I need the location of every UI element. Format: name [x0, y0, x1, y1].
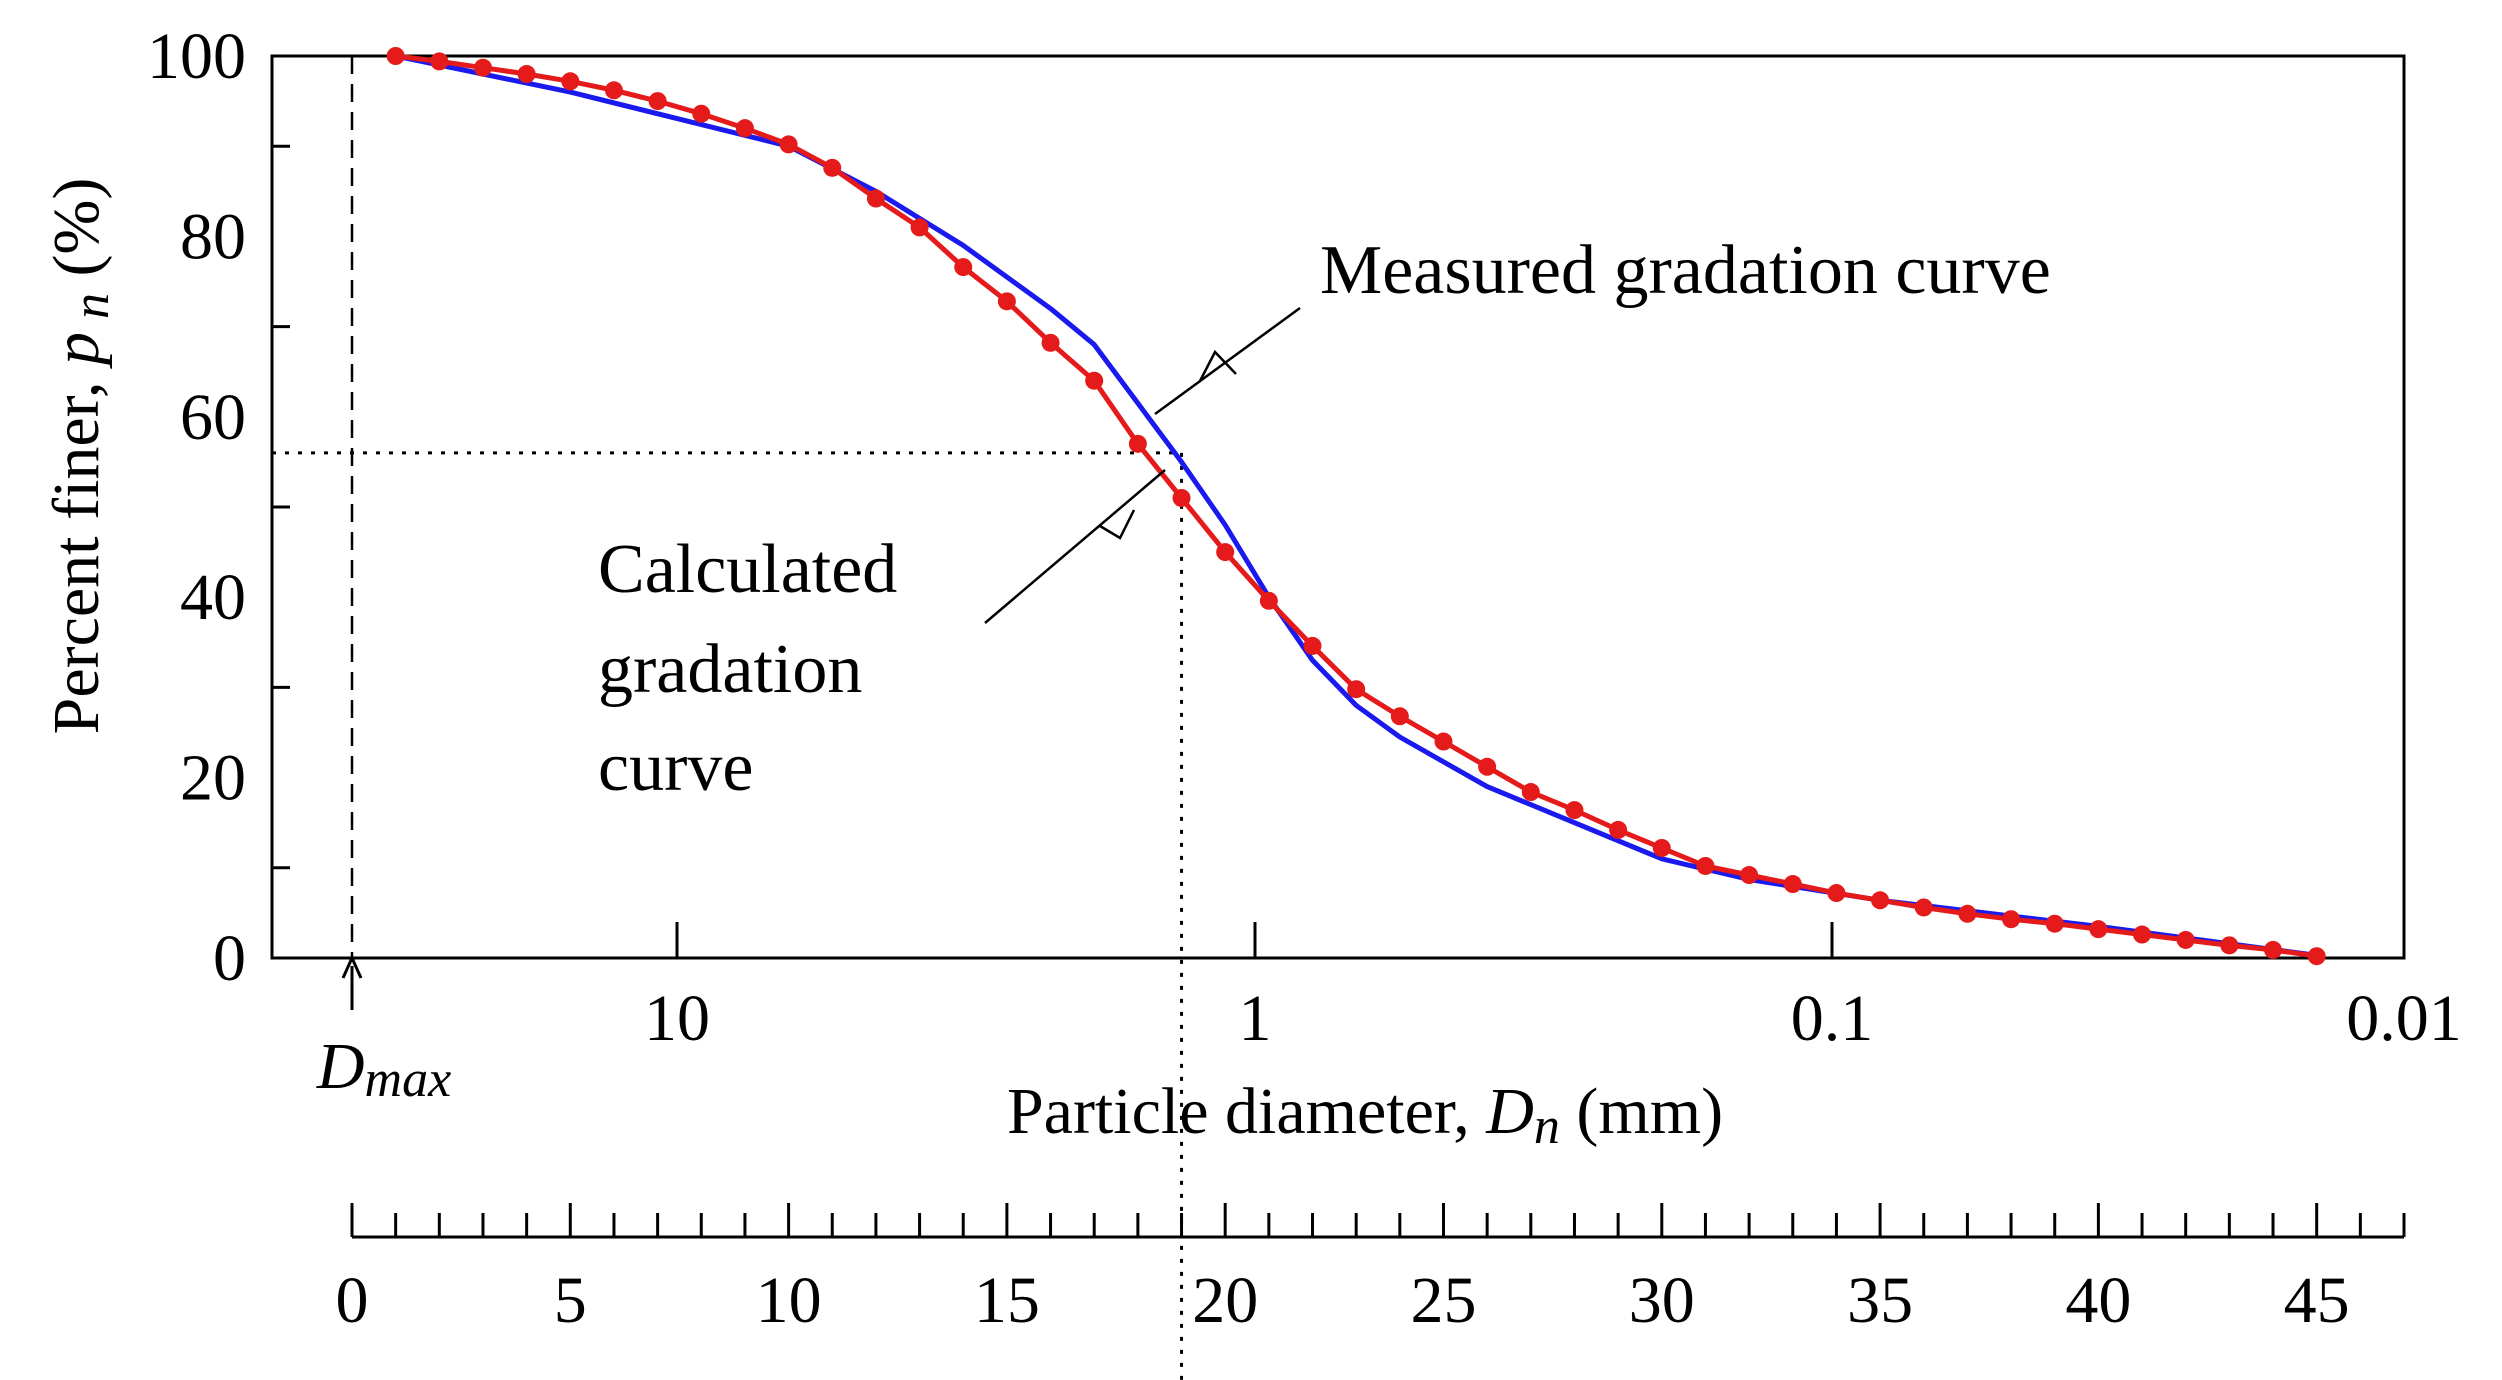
calculated-point	[1609, 820, 1628, 839]
y-tick-label: 60	[180, 381, 246, 454]
x-axis-title-part: D	[1485, 1075, 1534, 1148]
x-tick-label: 0.01	[2346, 982, 2462, 1055]
dmax-label: Dmax	[316, 1030, 451, 1108]
calculated-point	[1652, 838, 1671, 857]
index-tick-label: 30	[1629, 1264, 1695, 1337]
calculated-point	[2089, 920, 2108, 939]
calculated-leader-tick	[1099, 509, 1136, 540]
x-axis-title-part: n	[1534, 1098, 1560, 1155]
calculated-point	[866, 189, 885, 208]
calculated-point	[2045, 914, 2064, 933]
calculated-point	[779, 135, 798, 154]
index-tick-label: 5	[554, 1264, 587, 1337]
calculated-curve-line	[395, 53, 2318, 959]
dmax-arrow-head	[341, 954, 363, 979]
calculated-point	[1914, 898, 1933, 917]
y-tick-label: 100	[147, 20, 246, 93]
calculated-point	[1347, 680, 1366, 699]
calculated-point	[997, 292, 1016, 311]
calculated-point	[1783, 875, 1802, 894]
calculated-point	[1827, 884, 1846, 903]
calculated-point	[386, 47, 405, 65]
calculated-point	[473, 58, 492, 77]
calculated-point	[1085, 371, 1104, 390]
calculated-point	[2002, 910, 2021, 929]
calculated-point	[910, 218, 929, 237]
calculated-point	[2264, 940, 2283, 959]
measured-leader-line	[1154, 306, 1301, 416]
calculated-point	[692, 104, 711, 123]
calculated-point	[1259, 591, 1278, 610]
calculated-point	[1390, 707, 1409, 726]
index-tick-label: 10	[756, 1264, 822, 1337]
calculated-point	[1521, 783, 1540, 802]
calculated-point	[648, 92, 667, 111]
index-tick-label: 45	[2284, 1264, 2350, 1337]
y-axis-title-part: p	[40, 332, 113, 369]
index-tick-label: 25	[1410, 1264, 1476, 1337]
calculated-point	[1041, 333, 1060, 352]
y-axis-title-part: Percent finer,	[40, 365, 113, 734]
calculated-point	[1478, 757, 1497, 776]
x-tick-label: 10	[644, 982, 710, 1055]
x-axis-title-part: (mm)	[1560, 1075, 1723, 1148]
calculated-point	[1565, 801, 1584, 820]
x-tick-label: 0.1	[1791, 982, 1874, 1055]
index-tick-label: 35	[1847, 1264, 1913, 1337]
calculated-point	[604, 81, 623, 100]
calculated-point	[1696, 856, 1715, 875]
calculated-annotation-line1: Calculated	[598, 531, 897, 608]
y-tick-label: 0	[213, 922, 246, 995]
calculated-annotation-line2: gradation	[598, 631, 862, 708]
index-tick-label: 40	[2065, 1264, 2131, 1337]
calculated-point	[2220, 936, 2239, 955]
dmax-label-sub: max	[365, 1051, 452, 1108]
x-axis-title-part: Particle diameter,	[1007, 1075, 1486, 1148]
calculated-point	[823, 158, 842, 177]
plot-frame	[270, 54, 2406, 960]
calculated-annotation-line3: curve	[598, 729, 753, 806]
calculated-point	[1958, 904, 1977, 923]
calculated-leader-line	[984, 469, 1166, 624]
calculated-point	[954, 258, 973, 277]
calculated-point	[1172, 488, 1191, 507]
index-tick-label: 15	[974, 1264, 1040, 1337]
calculated-point	[1740, 866, 1759, 885]
calculated-point	[430, 52, 449, 71]
y-axis-title-part: (%)	[40, 178, 113, 293]
calculated-point	[517, 65, 536, 84]
index-tick-label: 0	[336, 1264, 369, 1337]
calculated-point	[561, 72, 580, 91]
calculated-point	[1216, 543, 1235, 562]
measured-leader-tick	[1198, 349, 1237, 382]
calculated-point	[1303, 636, 1322, 655]
measured-annotation: Measured gradation curve	[1320, 232, 2051, 309]
calculated-point	[1434, 732, 1453, 751]
calculated-point	[1871, 891, 1890, 910]
y-axis-title: Percent finer, p n (%)	[40, 178, 120, 735]
calculated-point	[735, 119, 754, 138]
y-tick-label: 20	[180, 742, 246, 815]
calculated-point	[2176, 930, 2195, 949]
measured-curve-line	[395, 53, 2318, 958]
calculated-point	[2307, 947, 2326, 966]
calculated-point	[1128, 434, 1147, 453]
y-tick-label: 80	[180, 200, 246, 273]
calculated-point	[2133, 925, 2152, 944]
dmax-label-var: D	[316, 1030, 365, 1103]
index-tick-label: 20	[1192, 1264, 1258, 1337]
y-tick-label: 40	[180, 561, 246, 634]
y-axis-title-part: n	[63, 293, 120, 332]
x-tick-label: 1	[1239, 982, 1272, 1055]
x-axis-title: Particle diameter, Dn (mm)	[1007, 1075, 1723, 1155]
